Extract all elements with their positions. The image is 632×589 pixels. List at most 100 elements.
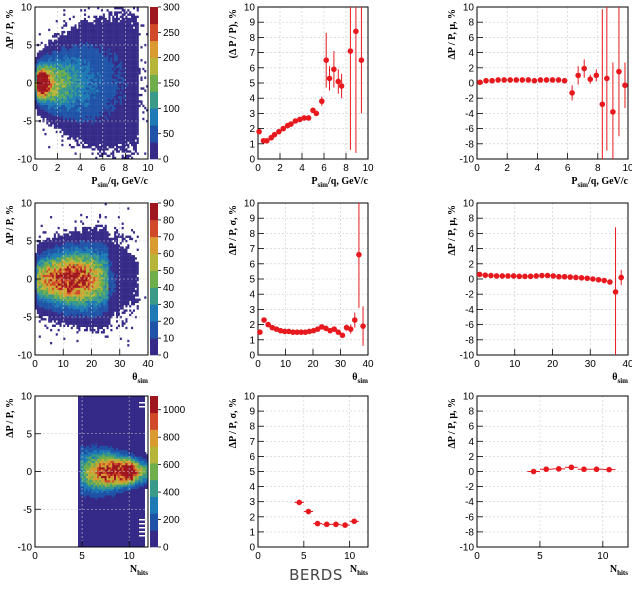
hist-cell [102,130,105,134]
hist-cell [95,233,98,236]
hist-cell [76,126,79,129]
hist-cell [131,98,134,101]
hist-cell [102,244,105,247]
hist-cell [83,263,87,267]
hist-cell [80,65,83,68]
hist-cell [83,289,87,293]
hist-cell [131,111,134,114]
hist-cell [53,67,56,71]
hist-cell [80,76,83,79]
hist-cell [70,26,73,29]
hist-cell [106,61,109,64]
hist-cell [38,106,41,110]
hist-cell [80,122,83,125]
hist-cell [129,54,132,58]
hist-cell [59,130,62,134]
hist-cell [76,119,79,123]
hist-cell [36,52,39,55]
hist-cell [67,37,70,40]
hist-cell [38,265,41,269]
hist-cell [108,28,111,32]
hist-cell [121,109,124,112]
hist-cell [70,257,73,260]
hist-cell [102,87,105,90]
hist-cell [97,248,100,251]
hist-cell [97,52,100,55]
hist-cell [125,141,128,144]
hist-cell [76,268,79,271]
hist-cell [93,50,96,53]
hist-cell [123,117,126,121]
hist-cell [136,91,139,95]
hist-cell [91,80,94,84]
hist-cell [63,72,66,75]
hist-cell [85,106,88,110]
hist-cell [121,132,124,136]
hist-cell [76,78,79,82]
hist-cell [119,28,122,32]
hist-cell [55,231,58,234]
hist-cell [127,87,130,90]
hist-cell [36,265,39,269]
hist-cell [131,126,134,129]
hist-cell [99,30,102,34]
hist-cell [131,69,134,73]
hist-cell [87,242,90,245]
hist-cell [76,302,79,306]
data-point [301,115,308,121]
hist-cell [68,300,71,304]
hist-cell [63,276,66,280]
hist-cell [38,235,41,238]
hist-cell [36,257,39,260]
hist-cell [106,259,109,262]
hist-cell [61,294,64,297]
hist-cell [70,35,73,38]
hist-cell [123,50,126,53]
hist-cell [68,143,71,147]
hist-cell [106,104,109,108]
hist-cell [102,226,105,230]
hist-cell [61,242,64,245]
hist-cell [78,54,81,58]
hist-cell [100,22,103,25]
hist-cell [38,248,41,251]
hist-cell [125,28,128,32]
hist-cell [78,65,81,68]
data-point [331,66,337,73]
hist-cell [108,43,111,47]
hist-cell [91,102,94,105]
hist-cell [61,104,64,108]
hist-cell [87,104,90,108]
hist-cell [85,111,88,114]
hist-cell [115,74,119,77]
hist-cell [93,98,96,101]
hist-cell [95,85,98,88]
hist-cell [35,76,38,79]
hist-cell [74,39,77,42]
hist-cell [57,43,60,47]
hist-cell [125,104,128,108]
hist-cell [125,150,128,153]
hist-cell [70,54,73,58]
hist-cell [100,305,103,308]
hist-cell [38,63,41,66]
hist-cell [132,13,136,16]
hist-cell [114,11,117,14]
hist-cell [102,328,105,332]
hist-cell [125,22,128,25]
hist-cell [46,100,49,103]
hist-cell [55,46,58,49]
hist-cell [67,67,70,71]
hist-cell [127,122,130,125]
hist-cell [89,244,92,247]
hist-cell [57,56,60,60]
hist-cell [132,7,136,10]
hist-cell [129,119,132,123]
hist-cell [40,89,43,92]
hist-cell [114,30,117,34]
hist-cell [110,324,113,327]
hist-cell [46,272,49,275]
hist-cell [100,43,103,47]
hist-cell [53,279,56,282]
hist-cell [129,11,132,14]
